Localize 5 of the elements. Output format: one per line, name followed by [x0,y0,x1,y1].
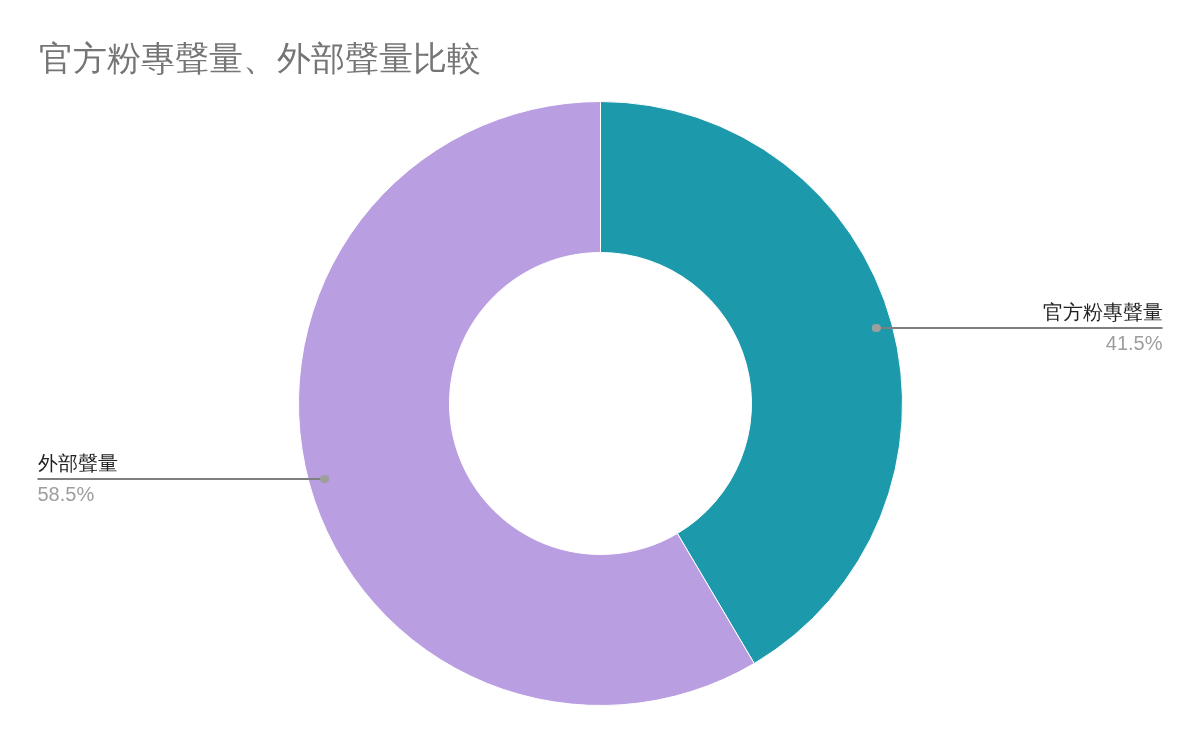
slice-label: 外部聲量 [37,451,118,474]
data-label: 58.5% [37,482,95,505]
data-label: 41.5% [1105,332,1163,355]
chart-title: 官方粉專聲量、外部聲量比較 [38,38,481,77]
slice-label: 官方粉專聲量 [1042,301,1163,324]
